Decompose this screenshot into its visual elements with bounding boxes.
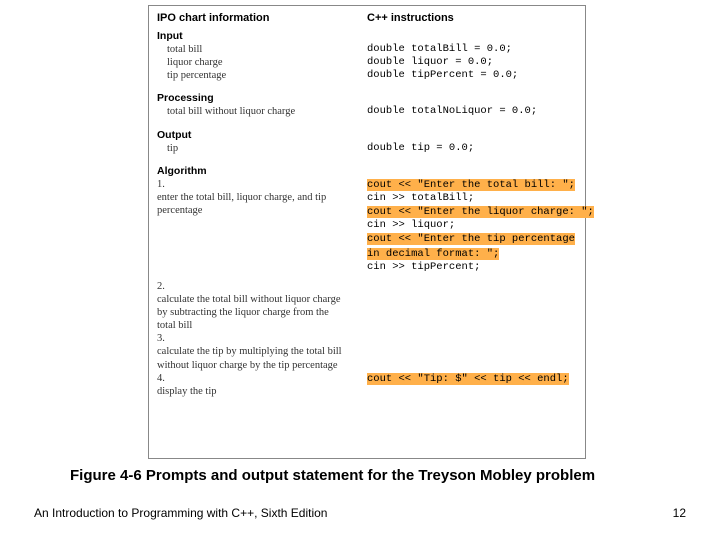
- footer-left: An Introduction to Programming with C++,…: [34, 506, 327, 520]
- input-code-2: double liquor = 0.0;: [367, 56, 577, 69]
- algo1-code-hl1: cout << "Enter the total bill: ";: [367, 179, 575, 191]
- algo1-code-4: cin >> liquor;: [367, 219, 577, 232]
- algo-step-2-num: 2.: [157, 280, 173, 293]
- algo-step-3-num: 3.: [157, 332, 173, 345]
- algo-step-4-text: display the tip: [157, 385, 349, 398]
- output-item: tip: [157, 142, 367, 155]
- page-number: 12: [673, 506, 686, 520]
- algo-step-3-text: calculate the tip by multiplying the tot…: [157, 345, 349, 371]
- ipo-chart-figure: IPO chart information C++ instructions I…: [148, 5, 586, 459]
- algo-step-2-text: calculate the total bill without liquor …: [157, 293, 349, 332]
- header-left: IPO chart information: [157, 12, 367, 26]
- algo-step-4-num: 4.: [157, 372, 173, 385]
- algo1-code-2: cin >> totalBill;: [367, 192, 577, 205]
- algo1-code-hl5a: cout << "Enter the tip percentage: [367, 233, 575, 245]
- output-label: Output: [157, 129, 577, 142]
- input-item-3: tip percentage: [157, 69, 367, 82]
- input-code-3: double tipPercent = 0.0;: [367, 69, 577, 82]
- algo1-code-hl5b: in decimal format: ";: [367, 248, 499, 260]
- algo1-code-6: cin >> tipPercent;: [367, 261, 577, 274]
- processing-code: double totalNoLiquor = 0.0;: [367, 105, 577, 118]
- output-code: double tip = 0.0;: [367, 142, 577, 155]
- figure-caption: Figure 4-6 Prompts and output statement …: [70, 467, 595, 484]
- processing-item: total bill without liquor charge: [157, 105, 367, 118]
- algo-step-1-num: 1.: [157, 178, 173, 191]
- input-label: Input: [157, 30, 577, 43]
- processing-label: Processing: [157, 92, 577, 105]
- algo1-code-hl3: cout << "Enter the liquor charge: ";: [367, 206, 594, 218]
- input-item-2: liquor charge: [157, 56, 367, 69]
- header-row: IPO chart information C++ instructions: [157, 12, 577, 26]
- algorithm-label: Algorithm: [157, 165, 577, 178]
- header-right: C++ instructions: [367, 12, 577, 26]
- input-item-1: total bill: [157, 43, 367, 56]
- algo4-code: cout << "Tip: $" << tip << endl;: [367, 373, 569, 385]
- input-code-1: double totalBill = 0.0;: [367, 43, 577, 56]
- algo-step-1-text: enter the total bill, liquor charge, and…: [157, 191, 349, 217]
